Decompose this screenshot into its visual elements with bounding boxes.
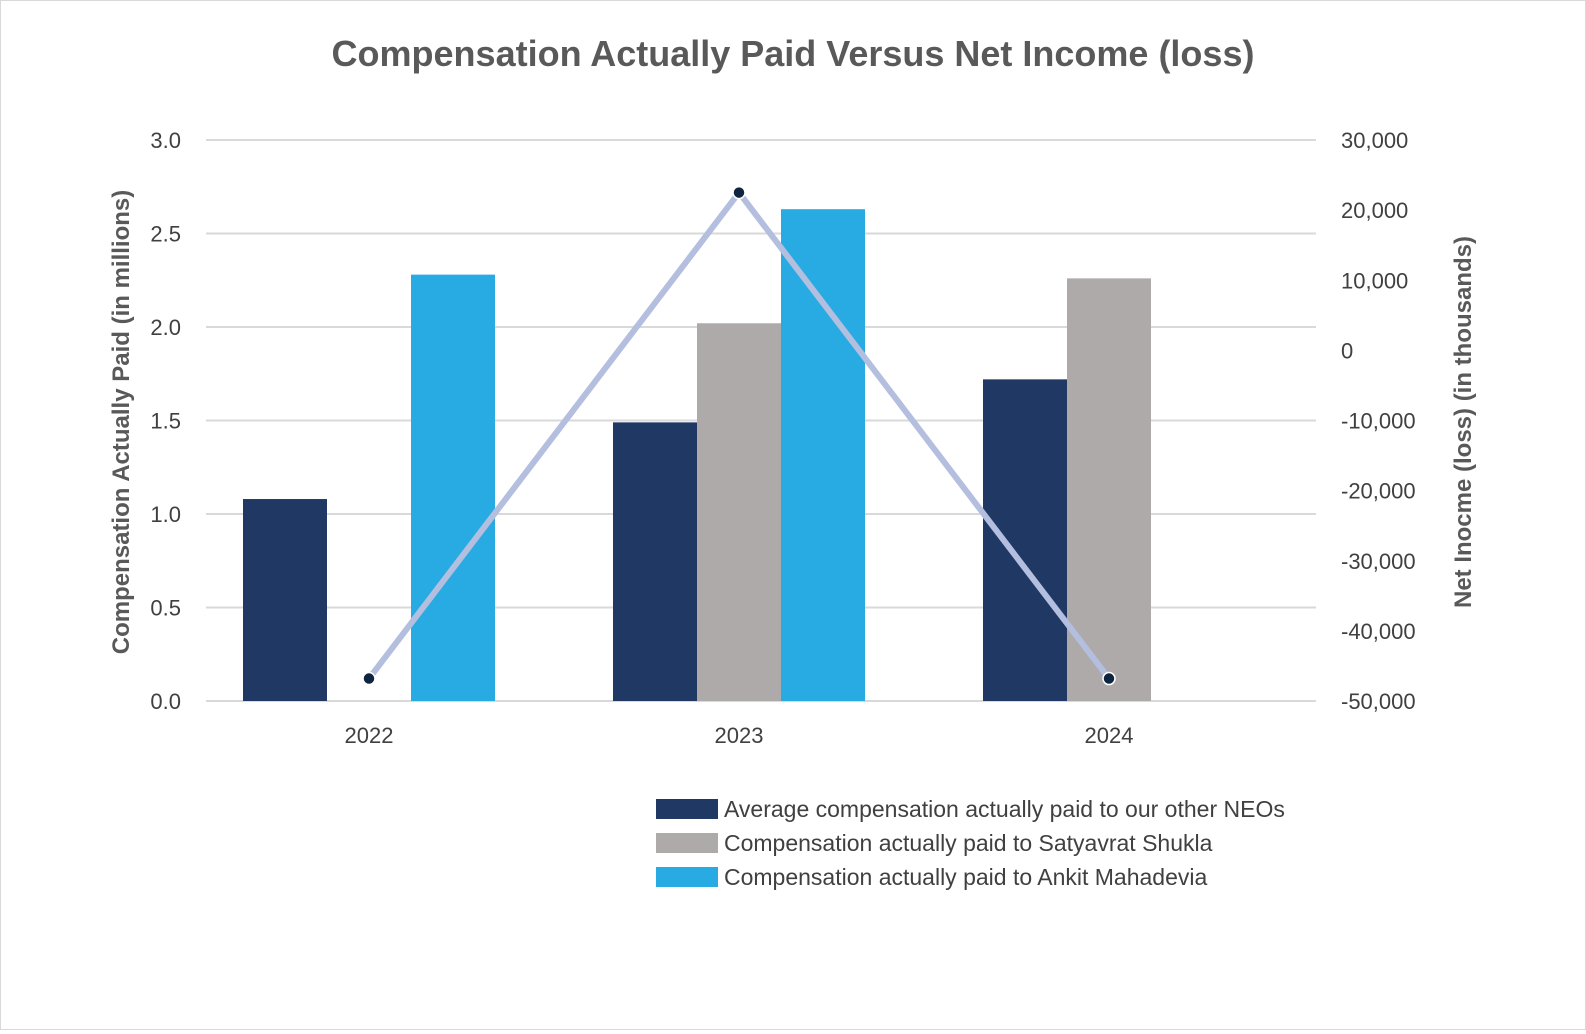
- x-tick-label: 2023: [715, 723, 764, 748]
- bar-2-2022: [411, 274, 495, 701]
- legend-label: Compensation actually paid to Satyavrat …: [724, 830, 1213, 856]
- chart-title: Compensation Actually Paid Versus Net In…: [332, 33, 1255, 74]
- net-income-point-2023: [732, 185, 746, 200]
- net-income-point-2022: [362, 671, 376, 686]
- y2-tick-label: -30,000: [1341, 549, 1416, 574]
- legend-label: Compensation actually paid to Ankit Maha…: [724, 864, 1208, 890]
- net-income-point-2024: [1102, 671, 1116, 686]
- bar-2-2023: [781, 209, 865, 701]
- y-tick-label: 1.0: [150, 502, 181, 527]
- y2-axis-label: Net Inocme (loss) (in thousands): [1450, 236, 1477, 608]
- bar-0-2024: [983, 379, 1067, 701]
- y2-tick-label: -40,000: [1341, 619, 1416, 644]
- legend: Average compensation actually paid to ou…: [656, 796, 1285, 890]
- legend-swatch: [656, 799, 718, 819]
- y2-tick-label: -10,000: [1341, 409, 1416, 434]
- y-tick-label: 0.5: [150, 596, 181, 621]
- y-tick-label: 2.5: [150, 222, 181, 247]
- legend-label: Average compensation actually paid to ou…: [724, 796, 1285, 822]
- bar-0-2022: [243, 499, 327, 701]
- legend-swatch: [656, 833, 718, 853]
- y2-tick-label: 10,000: [1341, 268, 1408, 293]
- legend-swatch: [656, 867, 718, 887]
- y-axis-label: Compensation Actually Paid (in millions): [108, 190, 135, 655]
- bar-1-2023: [697, 323, 781, 701]
- y-tick-label: 0.0: [150, 689, 181, 714]
- y-tick-label: 1.5: [150, 409, 181, 434]
- y2-tick-label: -20,000: [1341, 479, 1416, 504]
- y2-tick-label: 20,000: [1341, 198, 1408, 223]
- x-tick-label: 2022: [345, 723, 394, 748]
- x-tick-label: 2024: [1085, 723, 1134, 748]
- y2-tick-label: 0: [1341, 338, 1353, 363]
- bar-0-2023: [613, 422, 697, 701]
- y2-tick-label: -50,000: [1341, 689, 1416, 714]
- y2-tick-label: 30,000: [1341, 128, 1408, 153]
- bar-1-2024: [1067, 278, 1151, 701]
- y-tick-label: 2.0: [150, 315, 181, 340]
- y-tick-label: 3.0: [150, 128, 181, 153]
